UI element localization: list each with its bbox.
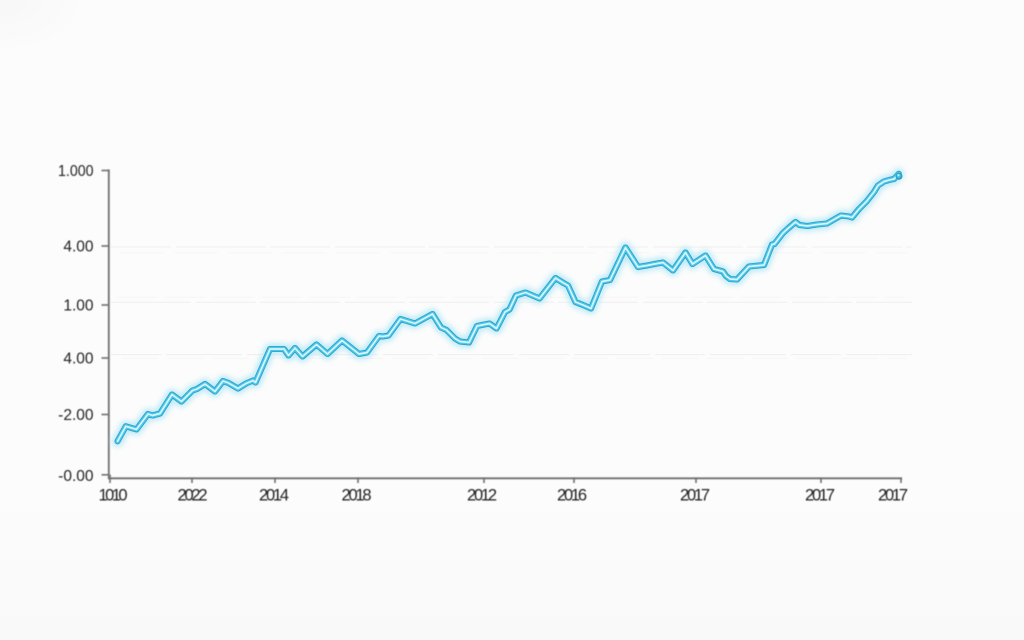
svg-text:2016: 2016 — [557, 487, 587, 505]
svg-text:1.000: 1.000 — [58, 163, 94, 180]
svg-text:2018: 2018 — [342, 487, 372, 505]
svg-text:-2.00: -2.00 — [58, 407, 94, 424]
svg-text:2017: 2017 — [805, 487, 835, 505]
svg-text:4.00: 4.00 — [63, 239, 94, 256]
svg-text:4.00: 4.00 — [63, 351, 94, 368]
svg-text:2014: 2014 — [259, 487, 289, 505]
svg-text:-0.00: -0.00 — [58, 468, 94, 485]
svg-text:2017: 2017 — [680, 487, 710, 505]
svg-text:2012: 2012 — [467, 487, 497, 505]
svg-text:2022: 2022 — [178, 487, 208, 505]
svg-text:1.00: 1.00 — [63, 298, 94, 315]
svg-text:2017: 2017 — [878, 487, 908, 505]
svg-text:1010: 1010 — [99, 487, 128, 505]
